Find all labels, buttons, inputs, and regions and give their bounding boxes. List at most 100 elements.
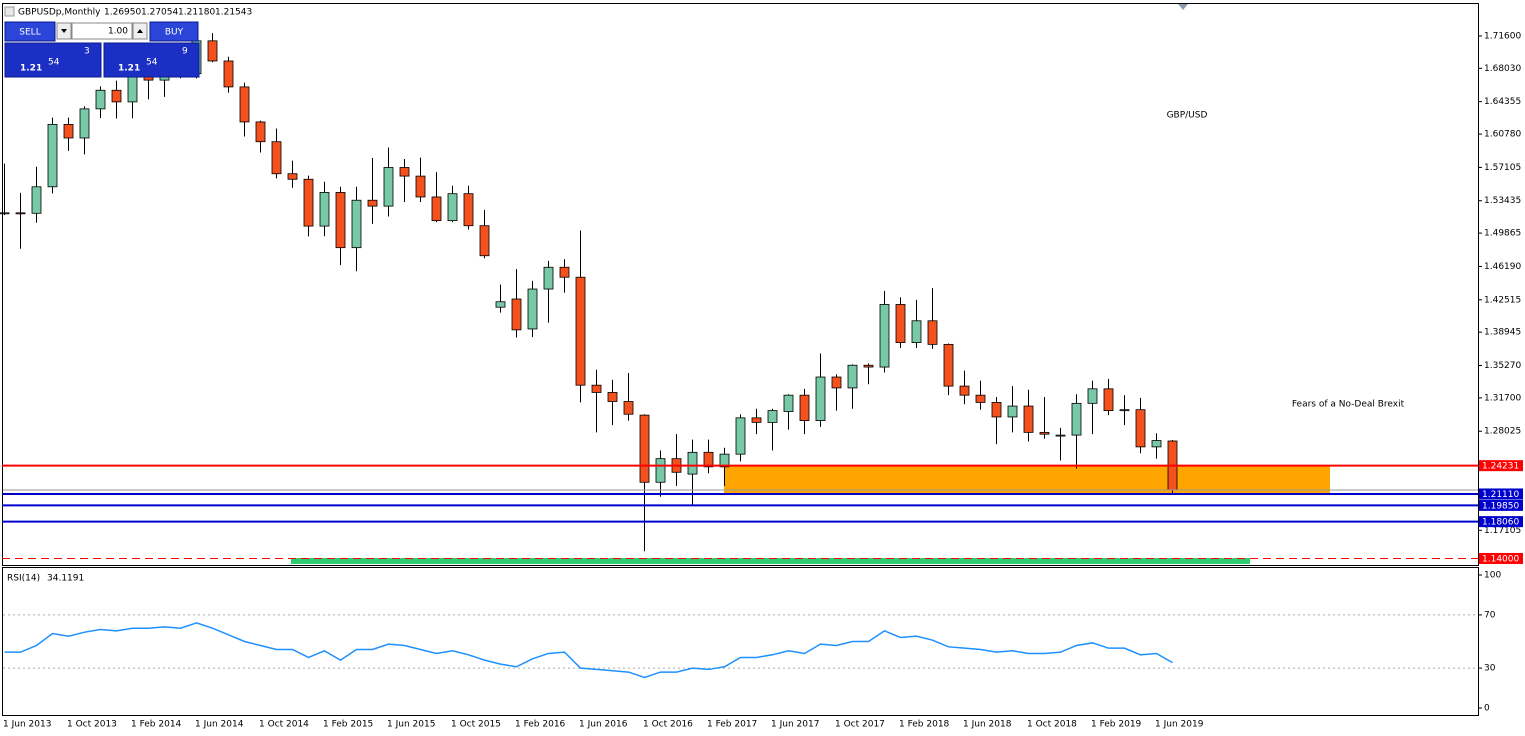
- sell-label: SELL: [19, 28, 40, 38]
- x-tick-label: 1 Feb 2014: [131, 720, 182, 730]
- sell-button[interactable]: [4, 21, 56, 42]
- x-tick-label: 1 Oct 2018: [1027, 720, 1077, 730]
- candle-body: [975, 394, 986, 403]
- rsi-line: [4, 622, 1173, 679]
- rsi-value: 34.1191: [47, 574, 84, 584]
- header-quote: 1.21180: [178, 8, 215, 18]
- y-tick-label: 1.17105: [1484, 526, 1521, 536]
- candle-body: [639, 414, 650, 483]
- lots-input[interactable]: [71, 22, 133, 40]
- y-tick-label: 1.42515: [1484, 295, 1521, 305]
- candle-body: [927, 320, 938, 345]
- x-tick-label: 1 Oct 2017: [835, 720, 885, 730]
- x-tick-label: 1 Oct 2016: [643, 720, 693, 730]
- candle-body: [575, 276, 586, 386]
- header-icon: [4, 6, 15, 17]
- level-label: 1.21110: [1482, 490, 1519, 500]
- y-tick-label: 1.49865: [1484, 229, 1521, 239]
- level-label: 1.19850: [1482, 501, 1519, 511]
- sell-price-big: 1.21: [20, 64, 42, 74]
- candle-body: [239, 86, 250, 123]
- candle-body: [351, 199, 362, 249]
- buy-price-big: 1.21: [118, 64, 140, 74]
- candle-body: [47, 123, 58, 188]
- candle-body: [367, 199, 378, 207]
- x-tick-label: 1 Feb 2016: [515, 720, 566, 730]
- candle-body: [911, 320, 922, 343]
- shift-marker: [1178, 4, 1188, 10]
- x-tick-label: 1 Jun 2016: [579, 720, 628, 730]
- candle-body: [1039, 431, 1050, 435]
- candle-body: [399, 167, 410, 177]
- x-tick-label: 1 Jun 2018: [963, 720, 1012, 730]
- candle-body: [591, 384, 602, 393]
- candle-body: [1023, 405, 1034, 433]
- x-tick-label: 1 Feb 2017: [707, 720, 757, 730]
- candle-body: [1135, 409, 1146, 448]
- candle-body: [127, 72, 138, 103]
- candle-body: [751, 417, 762, 423]
- y-tick-label: 1.38945: [1484, 328, 1521, 338]
- y-tick-label: 30: [1484, 664, 1496, 674]
- candle-body: [463, 193, 474, 227]
- candle-body: [687, 451, 698, 475]
- candle-body: [879, 304, 890, 368]
- buy-label: BUY: [165, 28, 184, 38]
- candle-body: [319, 192, 330, 227]
- candle-body: [783, 394, 794, 412]
- header-quote: 1.21543: [215, 8, 252, 18]
- level-label: 1.24231: [1482, 462, 1519, 472]
- candle-body: [543, 266, 554, 290]
- y-tick-label: 1.31700: [1484, 393, 1521, 403]
- candle-body: [31, 186, 42, 214]
- candle-body: [383, 167, 394, 207]
- trade-panel: SELL 1.00 BUY 1.21 54 3 1.21 54 9: [4, 21, 200, 78]
- x-tick-label: 1 Feb 2018: [899, 720, 950, 730]
- x-tick-label: 1 Feb 2015: [323, 720, 373, 730]
- sell-price-box[interactable]: [4, 42, 102, 78]
- candle-body: [415, 175, 426, 198]
- level-label-box: [1479, 499, 1523, 511]
- up-arrow: [137, 29, 143, 33]
- candle-body: [207, 40, 218, 62]
- candle-body: [991, 402, 1002, 418]
- candle-body: [1151, 440, 1162, 448]
- y-tick-label: 1.64355: [1484, 97, 1521, 107]
- level-label-box: [1479, 516, 1523, 528]
- candle-body: [223, 60, 234, 88]
- candle-body: [799, 394, 810, 421]
- candle-body: [1119, 409, 1130, 412]
- header-quote: 1.26950: [104, 8, 141, 18]
- candle-body: [623, 401, 634, 415]
- candle-body: [655, 458, 666, 483]
- x-tick-label: 1 Oct 2014: [259, 720, 309, 730]
- x-tick-label: 1 Oct 2015: [451, 720, 501, 730]
- sell-price-frac: 3: [84, 47, 90, 57]
- main-frame: [2, 3, 1479, 566]
- candle-body: [479, 225, 490, 257]
- candle-body: [63, 123, 74, 139]
- buy-button[interactable]: [149, 21, 199, 42]
- x-tick-label: 1 Feb 2019: [1091, 720, 1142, 730]
- candle-body: [527, 288, 538, 330]
- lots-value: 1.00: [108, 27, 128, 37]
- candle-body: [831, 376, 842, 389]
- buy-price-pips: 54: [146, 58, 158, 68]
- x-tick-label: 1 Jun 2015: [387, 720, 435, 730]
- candle-body: [1103, 388, 1114, 411]
- rsi-frame: [2, 567, 1479, 716]
- y-tick-label: 1.71600: [1484, 31, 1521, 41]
- y-tick-label: 1.53435: [1484, 196, 1521, 206]
- buy-price-box[interactable]: [103, 42, 200, 78]
- candle-body: [15, 212, 26, 215]
- y-tick-label: 100: [1484, 571, 1501, 581]
- candle-body: [815, 376, 826, 421]
- candle-body: [271, 141, 282, 175]
- candle-body: [847, 364, 858, 389]
- x-tick-label: 1 Oct 2013: [67, 720, 117, 730]
- candle-body: [431, 196, 442, 222]
- buy-price-frac: 9: [182, 47, 188, 57]
- y-tick-label: 1.60780: [1484, 130, 1521, 140]
